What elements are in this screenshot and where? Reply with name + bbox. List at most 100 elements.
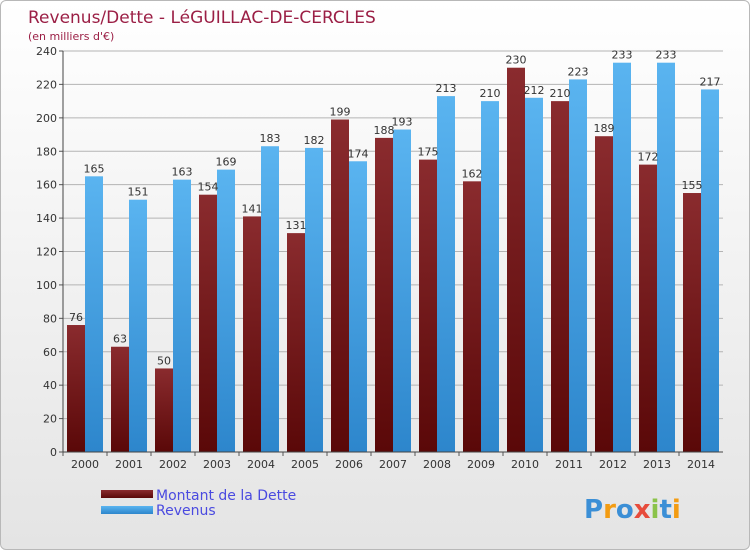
bar-dette-2013 — [639, 164, 657, 452]
bar-dette-2007 — [375, 137, 393, 452]
bar-revenus-2004 — [261, 146, 279, 453]
bar-dette-2004 — [243, 216, 261, 452]
value-label-revenus-2001: 151 — [128, 186, 149, 199]
value-label-revenus-2002: 163 — [172, 166, 193, 179]
value-label-revenus-2000: 165 — [84, 162, 105, 175]
bar-revenus-2001 — [129, 199, 147, 452]
y-axis-ticks: 0 20 40 60 80 100 120 140 160 180 200 220 240 — [36, 45, 63, 459]
legend-swatch-dette — [101, 490, 153, 498]
y-tick-label: 60 — [43, 346, 57, 359]
legend-label-dette: Montant de la Dette — [156, 488, 296, 504]
logo-letter: i — [672, 495, 681, 525]
bar-dette-2003 — [199, 194, 217, 453]
x-tick-label-2008: 2008 — [423, 458, 451, 471]
bar-revenus-2008 — [437, 96, 455, 453]
proxiti-logo: Proxiti — [584, 495, 681, 525]
x-axis-ticks: 2000 2001 2002 2003 2004 2005 2006 2007 2008 2009… — [62, 452, 715, 471]
bar-revenus-2009 — [481, 101, 499, 452]
value-label-revenus-2005: 182 — [304, 134, 325, 147]
x-tick-label-2003: 2003 — [203, 458, 231, 471]
y-tick-label: 40 — [43, 379, 57, 392]
value-label-dette-2009: 162 — [462, 167, 483, 180]
value-label-dette-2001: 63 — [113, 333, 127, 346]
legend: Montant de la Dette Revenus — [101, 488, 296, 519]
bar-dette-2002 — [155, 368, 173, 452]
x-tick-label-2011: 2011 — [555, 458, 583, 471]
bar-dette-2012 — [595, 136, 613, 452]
bars — [67, 62, 719, 453]
y-tick-label: 100 — [36, 279, 57, 292]
x-tick-label-2004: 2004 — [247, 458, 275, 471]
value-label-dette-2008: 175 — [418, 146, 439, 159]
bar-dette-2005 — [287, 233, 305, 452]
legend-label-revenus: Revenus — [156, 503, 216, 519]
y-tick-label: 200 — [36, 112, 57, 125]
value-label-revenus-2006: 174 — [348, 147, 369, 160]
value-label-dette-2013: 172 — [638, 151, 659, 164]
logo-letter: r — [603, 495, 616, 525]
value-label-dette-2003: 154 — [198, 181, 219, 194]
bar-dette-2000 — [67, 325, 85, 452]
value-label-dette-2014: 155 — [682, 179, 703, 192]
x-tick-label-2005: 2005 — [291, 458, 319, 471]
value-label-dette-2007: 188 — [374, 124, 395, 137]
chart-title: Revenus/Dette - LéGUILLAC-DE-CERCLES — [28, 8, 376, 28]
bar-revenus-2002 — [173, 179, 191, 452]
logo-letter: i — [651, 495, 660, 525]
value-label-dette-2005: 131 — [286, 219, 307, 232]
y-tick-label: 20 — [43, 413, 57, 426]
y-tick-label: 180 — [36, 145, 57, 158]
y-tick-label: 240 — [36, 45, 57, 58]
logo-letter: x — [634, 495, 651, 525]
value-label-revenus-2007: 193 — [392, 116, 413, 129]
value-label-revenus-2012: 233 — [612, 49, 633, 62]
bar-dette-2011 — [551, 101, 569, 452]
y-tick-label: 220 — [36, 78, 57, 91]
y-tick-label: 140 — [36, 212, 57, 225]
x-tick-label-2002: 2002 — [159, 458, 187, 471]
value-label-dette-2002: 50 — [157, 354, 171, 367]
bar-revenus-2014 — [701, 89, 719, 452]
logo-letter: P — [584, 495, 603, 525]
value-label-dette-2000: 76 — [69, 311, 83, 324]
value-label-revenus-2014: 217 — [700, 75, 721, 88]
chart-subtitle: (en milliers d'€) — [28, 30, 114, 43]
value-label-dette-2012: 189 — [594, 122, 615, 135]
bar-dette-2009 — [463, 181, 481, 452]
legend-swatch-revenus — [101, 506, 153, 514]
value-label-revenus-2011: 223 — [568, 65, 589, 78]
bar-dette-2008 — [419, 159, 437, 452]
bar-revenus-2011 — [569, 79, 587, 452]
x-tick-label-2000: 2000 — [71, 458, 99, 471]
bar-revenus-2000 — [85, 176, 103, 452]
logo-letter: t — [659, 495, 671, 525]
value-label-dette-2010: 230 — [506, 54, 527, 67]
y-tick-label: 80 — [43, 312, 57, 325]
bar-revenus-2007 — [393, 129, 411, 452]
x-tick-label-2006: 2006 — [335, 458, 363, 471]
axes — [62, 51, 723, 453]
value-label-dette-2004: 141 — [242, 202, 263, 215]
x-tick-label-2010: 2010 — [511, 458, 539, 471]
y-tick-label: 0 — [50, 446, 57, 459]
value-label-revenus-2003: 169 — [216, 156, 237, 169]
value-label-revenus-2009: 210 — [480, 87, 501, 100]
x-tick-label-2001: 2001 — [115, 458, 143, 471]
bar-revenus-2013 — [657, 62, 675, 453]
bar-dette-2001 — [111, 346, 129, 452]
bar-dette-2010 — [507, 67, 525, 452]
bar-revenus-2012 — [613, 62, 631, 453]
x-tick-label-2007: 2007 — [379, 458, 407, 471]
value-label-revenus-2013: 233 — [656, 49, 677, 62]
value-label-dette-2011: 210 — [550, 87, 571, 100]
bar-dette-2014 — [683, 193, 701, 453]
value-label-revenus-2008: 213 — [436, 82, 457, 95]
y-tick-label: 160 — [36, 179, 57, 192]
y-tick-label: 120 — [36, 246, 57, 259]
x-tick-label-2009: 2009 — [467, 458, 495, 471]
value-label-revenus-2004: 183 — [260, 132, 281, 145]
value-labels: 76 165 63 151 50 163 154 169 141 183 131 182 199 174 1… — [69, 49, 721, 368]
value-label-revenus-2010: 212 — [524, 84, 545, 97]
bar-dette-2006 — [331, 119, 349, 453]
